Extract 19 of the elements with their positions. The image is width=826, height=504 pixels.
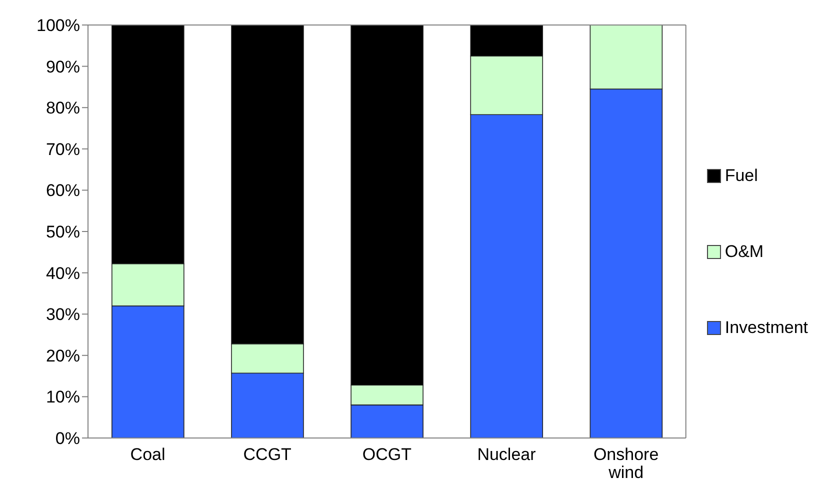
x-tick-label: Nuclear xyxy=(477,445,536,464)
x-tick-label: Coal xyxy=(130,445,166,464)
y-tick-label: 20% xyxy=(46,346,80,366)
x-tick-label: CCGT xyxy=(243,445,292,464)
y-tick-label: 40% xyxy=(46,264,80,283)
x-tick-label: OCGT xyxy=(362,445,412,464)
y-tick-label: 90% xyxy=(46,57,80,76)
legend-label: Fuel xyxy=(724,166,758,186)
legend-label: O&M xyxy=(724,242,764,262)
y-tick-label: 70% xyxy=(46,140,80,159)
y-tick-label: 0% xyxy=(55,429,80,448)
y-tick-label: 100% xyxy=(36,16,80,36)
y-tick-label: 30% xyxy=(46,305,80,324)
x-tick-label: Onshore wind xyxy=(593,445,659,482)
y-tick-label: 50% xyxy=(46,222,80,242)
y-tick-label: 10% xyxy=(46,388,80,407)
y-tick-label: 80% xyxy=(46,98,80,118)
legend-label: Investment xyxy=(724,318,808,338)
y-tick-label: 60% xyxy=(46,181,80,200)
